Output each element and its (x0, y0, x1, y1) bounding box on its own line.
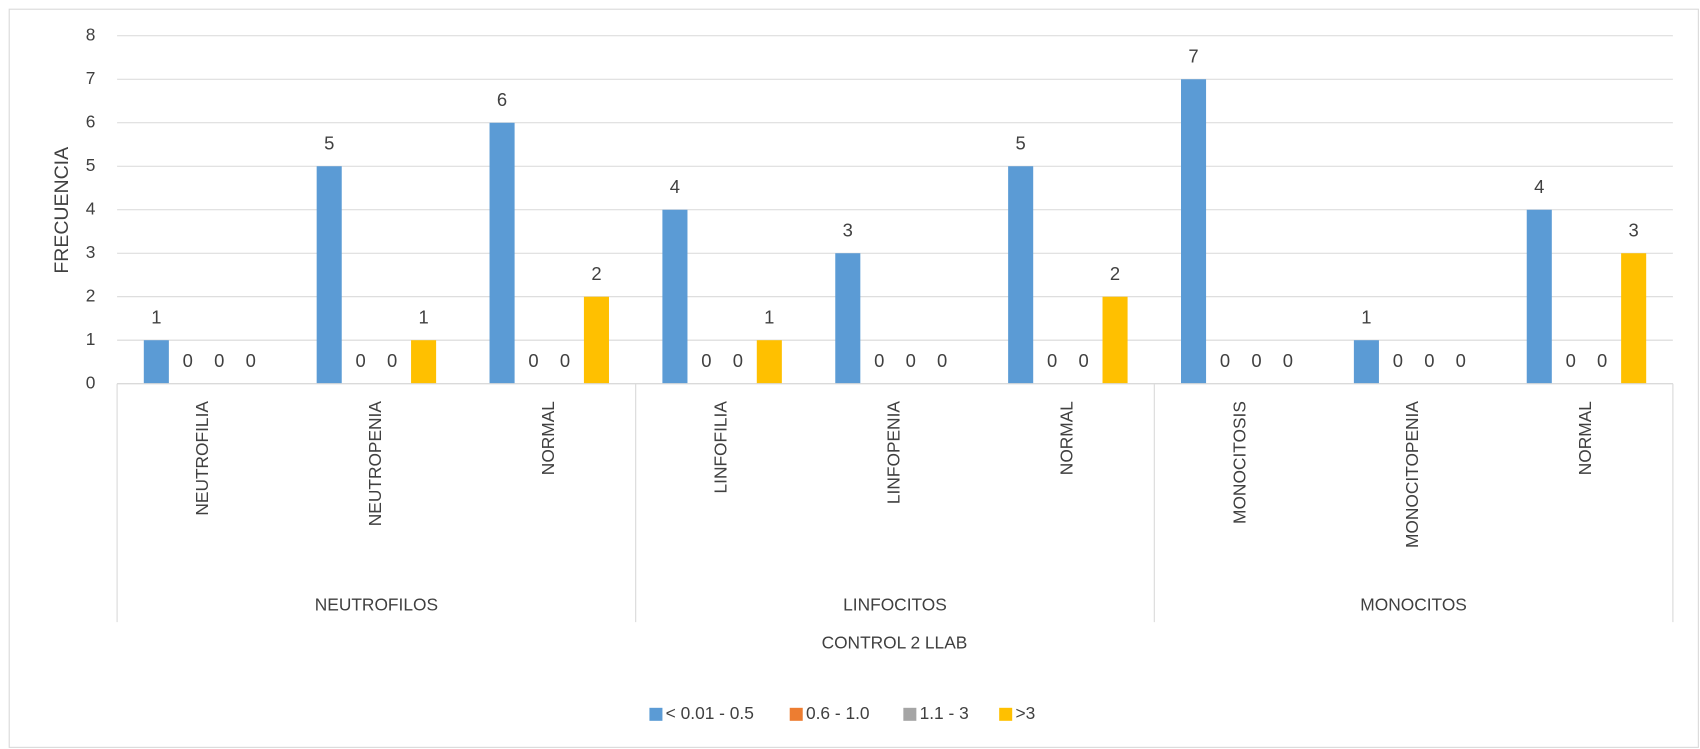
data-label: 3 (843, 219, 853, 240)
data-label: 0 (701, 350, 711, 371)
data-label: 0 (1424, 350, 1434, 371)
x-tick-label: LINFOFILIA (711, 401, 731, 494)
y-tick-label: 8 (86, 24, 96, 44)
y-tick-label: 2 (86, 285, 96, 305)
data-label: 7 (1188, 45, 1198, 66)
bar (1181, 79, 1207, 384)
legend-swatch (903, 707, 917, 721)
legend-swatch (649, 707, 663, 721)
bar (143, 340, 169, 384)
data-label: 2 (591, 263, 601, 284)
bar (1353, 340, 1379, 384)
data-label: 1 (418, 306, 428, 327)
data-label: 0 (560, 350, 570, 371)
data-label: 0 (937, 350, 947, 371)
bar (1526, 209, 1552, 384)
data-label: 0 (214, 350, 224, 371)
data-label: 0 (387, 350, 397, 371)
data-label: 4 (670, 176, 680, 197)
data-label: 0 (183, 350, 193, 371)
data-label: 1 (764, 306, 774, 327)
x-tick-label: LINFOPENIA (884, 401, 904, 504)
data-label: 0 (1456, 350, 1466, 371)
y-axis-title: FRECUENCIA (51, 147, 73, 274)
x-tick-label: NORMAL (1575, 401, 1595, 475)
data-label: 1 (1361, 306, 1371, 327)
x-tick-label: MONOCITOPENIA (1402, 401, 1422, 548)
legend-label: 0.6 - 1.0 (806, 703, 870, 723)
bar (662, 209, 688, 384)
data-label: 5 (1016, 132, 1026, 153)
data-label: 0 (1597, 350, 1607, 371)
legend-swatch (789, 707, 803, 721)
data-label: 5 (324, 132, 334, 153)
data-label: 0 (733, 350, 743, 371)
data-label: 0 (1047, 350, 1057, 371)
data-label: 0 (1393, 350, 1403, 371)
x-axis-title: CONTROL 2 LLAB (822, 632, 968, 652)
data-label: 0 (874, 350, 884, 371)
x-tick-label: NEUTROFILIA (192, 401, 212, 516)
data-label: 0 (1566, 350, 1576, 371)
data-label: 0 (1078, 350, 1088, 371)
legend-label: < 0.01 - 0.5 (666, 703, 754, 723)
legend-swatch (999, 707, 1013, 721)
legend-label: 1.1 - 3 (920, 703, 969, 723)
group-label: NEUTROFILOS (315, 594, 438, 614)
data-label: 0 (906, 350, 916, 371)
group-label: MONOCITOS (1360, 594, 1467, 614)
bar (489, 122, 515, 384)
data-label: 3 (1629, 219, 1639, 240)
y-tick-label: 4 (86, 198, 96, 218)
y-tick-label: 3 (86, 242, 96, 262)
bar (583, 296, 609, 384)
data-label: 0 (246, 350, 256, 371)
y-tick-label: 0 (86, 372, 96, 392)
data-label: 2 (1110, 263, 1120, 284)
x-tick-label: NORMAL (1056, 401, 1076, 475)
bar (835, 253, 861, 384)
data-label: 0 (1251, 350, 1261, 371)
bar (1008, 166, 1034, 384)
bar (1102, 296, 1128, 384)
data-label: 0 (356, 350, 366, 371)
x-tick-label: NEUTROPENIA (365, 401, 385, 527)
y-tick-label: 7 (86, 68, 96, 88)
bar (756, 340, 782, 384)
data-label: 0 (528, 350, 538, 371)
bar (1621, 253, 1647, 384)
data-label: 4 (1534, 176, 1544, 197)
bar (316, 166, 342, 384)
data-label: 6 (497, 89, 507, 110)
x-tick-label: MONOCITOSIS (1229, 401, 1249, 524)
group-label: LINFOCITOS (843, 594, 947, 614)
y-tick-label: 5 (86, 155, 96, 175)
data-label: 1 (151, 306, 161, 327)
y-tick-label: 1 (86, 329, 96, 349)
data-label: 0 (1220, 350, 1230, 371)
y-tick-label: 6 (86, 111, 96, 131)
legend-label: >3 (1015, 703, 1035, 723)
bar (411, 340, 437, 384)
data-label: 0 (1283, 350, 1293, 371)
x-tick-label: NORMAL (538, 401, 558, 475)
